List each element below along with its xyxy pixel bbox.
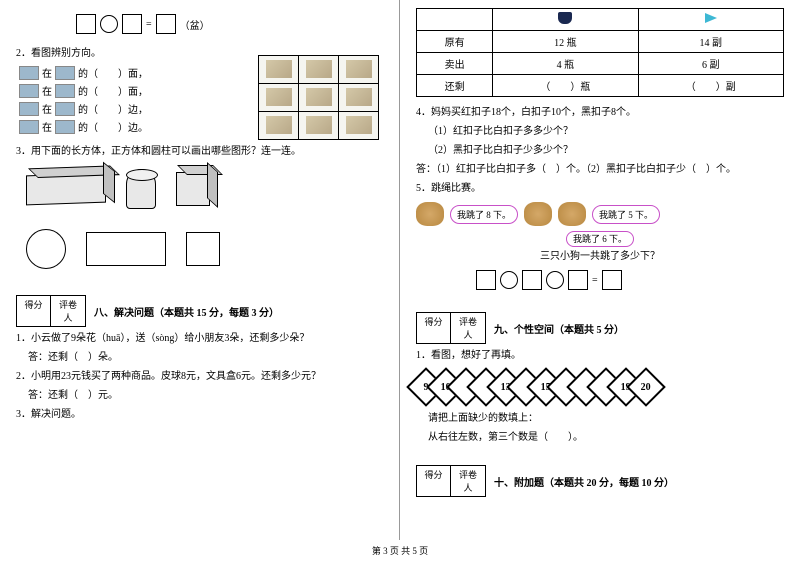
score-box: 得分 评卷人: [416, 465, 486, 497]
section-9-title: 九、个性空间（本题共 5 分）: [494, 321, 624, 336]
grid-animal-icon: [306, 116, 332, 134]
grader-label: 评卷人: [51, 296, 85, 326]
blank-box[interactable]: [76, 14, 96, 34]
grid-animal-icon: [346, 116, 372, 134]
animal-icon: [55, 66, 75, 80]
blank-box[interactable]: [522, 270, 542, 290]
score-box: 得分 评卷人: [416, 312, 486, 344]
grid-animal-icon: [306, 60, 332, 78]
animal-icon: [19, 66, 39, 80]
q8-1-answer: 答：还剩（ ）朵。: [28, 350, 383, 365]
q8-1: 1．小云做了9朵花（huā），送（sòng）给小朋友3朵，还剩多少朵？: [16, 331, 383, 346]
animal-grid: [258, 55, 379, 140]
section-8-title: 八、解决问题（本题共 15 分，每题 3 分）: [94, 304, 279, 319]
question-4: 4．妈妈买红扣子18个，白扣子10个，黑扣子8个。: [416, 105, 784, 120]
equation-blank: = （盆）: [76, 14, 383, 34]
grader-label: 评卷人: [451, 313, 485, 343]
table-row: 还剩（ ）瓶（ ）副: [417, 75, 784, 97]
square-shape: [186, 232, 220, 266]
equals-sign: =: [146, 19, 152, 30]
operator-circle[interactable]: [100, 15, 118, 33]
rectangle-shape: [86, 232, 166, 266]
score-label: 得分: [17, 296, 51, 326]
q9-a: 请把上面缺少的数填上：: [428, 411, 784, 426]
equals-sign: =: [592, 275, 598, 286]
blank-box[interactable]: [568, 270, 588, 290]
speech-bubble: 我跳了 5 下。: [592, 205, 660, 224]
table-header: [493, 9, 638, 31]
grid-animal-icon: [346, 60, 372, 78]
flats-row: [16, 229, 383, 269]
inventory-table: 原有12 瓶14 副 卖出4 瓶6 副 还剩（ ）瓶（ ）副: [416, 8, 784, 97]
question-5: 5．跳绳比赛。: [416, 181, 784, 196]
table-header: [417, 9, 493, 31]
page-footer: 第 3 页 共 5 页: [0, 540, 800, 561]
blank-box[interactable]: [156, 14, 176, 34]
blank-box[interactable]: [122, 14, 142, 34]
grader-label: 评卷人: [451, 466, 485, 496]
question-3: 3．用下面的长方体，正方体和圆柱可以画出哪些图形？连一连。: [16, 144, 383, 159]
section-9-header: 得分 评卷人 九、个性空间（本题共 5 分）: [416, 296, 784, 344]
blank-box[interactable]: [602, 270, 622, 290]
diamond-sequence: 9 10 13 15 19 20: [416, 373, 784, 401]
section-8-header: 得分 评卷人 八、解决问题（本题共 15 分，每题 3 分）: [16, 279, 383, 327]
right-column: 原有12 瓶14 副 卖出4 瓶6 副 还剩（ ）瓶（ ）副 4．妈妈买红扣子1…: [400, 0, 800, 540]
q8-2: 2．小明用23元钱买了两种商品。皮球8元，文具盒6元。还剩多少元？: [16, 369, 383, 384]
q5-line: 三只小狗一共跳了多少下？: [416, 249, 784, 264]
cylinder-shape: [126, 169, 156, 209]
dog-icon: [558, 202, 586, 226]
left-column: = （盆） 2．看图辨别方向。 在的（ ）面， 在的（ ）面， 在的（ ）边， …: [0, 0, 400, 540]
score-label: 得分: [417, 466, 451, 496]
animal-icon: [19, 84, 39, 98]
section-10-title: 十、附加题（本题共 20 分，每题 10 分）: [494, 474, 674, 489]
table-row: 卖出4 瓶6 副: [417, 53, 784, 75]
blank-box[interactable]: [476, 270, 496, 290]
score-label: 得分: [417, 313, 451, 343]
animal-icon: [19, 120, 39, 134]
grid-animal-icon: [266, 116, 292, 134]
q4-answer: 答：（1）红扣子比白扣子多（ ）个。（2）黑扣子比白扣子少（ ）个。: [416, 162, 784, 177]
q9-1: 1．看图，想好了再填。: [416, 348, 784, 363]
dogs-row: 我跳了 8 下。 我跳了 5 下。: [416, 202, 784, 226]
solids-row: [16, 169, 383, 209]
q8-3: 3．解决问题。: [16, 407, 383, 422]
q8-2-answer: 答：还剩（ ）元。: [28, 388, 383, 403]
animal-icon: [55, 120, 75, 134]
cube-shape: [176, 172, 210, 206]
operator-circle[interactable]: [500, 271, 518, 289]
section-10-header: 得分 评卷人 十、附加题（本题共 20 分，每题 10 分）: [416, 449, 784, 497]
table-header-row: [417, 9, 784, 31]
equation-boxes: =: [476, 270, 784, 290]
circle-shape: [26, 229, 66, 269]
q4-sub2: （2）黑扣子比白扣子少多少个？: [428, 143, 784, 158]
grid-animal-icon: [266, 60, 292, 78]
q4-sub1: （1）红扣子比白扣子多多少个？: [428, 124, 784, 139]
grid-animal-icon: [346, 88, 372, 106]
dog-icon: [524, 202, 552, 226]
score-box: 得分 评卷人: [16, 295, 86, 327]
ink-icon: [558, 12, 572, 24]
grid-animal-icon: [266, 88, 292, 106]
table-row: 原有12 瓶14 副: [417, 31, 784, 53]
q9-b: 从右往左数，第三个数是（ ）。: [428, 430, 784, 445]
worksheet-page: = （盆） 2．看图辨别方向。 在的（ ）面， 在的（ ）面， 在的（ ）边， …: [0, 0, 800, 540]
bubble-center: 我跳了 6 下。: [416, 232, 784, 245]
grid-animal-icon: [306, 88, 332, 106]
animal-icon: [55, 84, 75, 98]
dog-icon: [416, 202, 444, 226]
unit-label: （盆）: [180, 17, 210, 32]
operator-circle[interactable]: [546, 271, 564, 289]
table-header: [638, 9, 783, 31]
cuboid-shape: [26, 173, 106, 206]
speech-bubble: 我跳了 8 下。: [450, 205, 518, 224]
flag-icon: [705, 13, 717, 23]
speech-bubble: 我跳了 6 下。: [566, 231, 634, 247]
animal-icon: [19, 102, 39, 116]
animal-icon: [55, 102, 75, 116]
